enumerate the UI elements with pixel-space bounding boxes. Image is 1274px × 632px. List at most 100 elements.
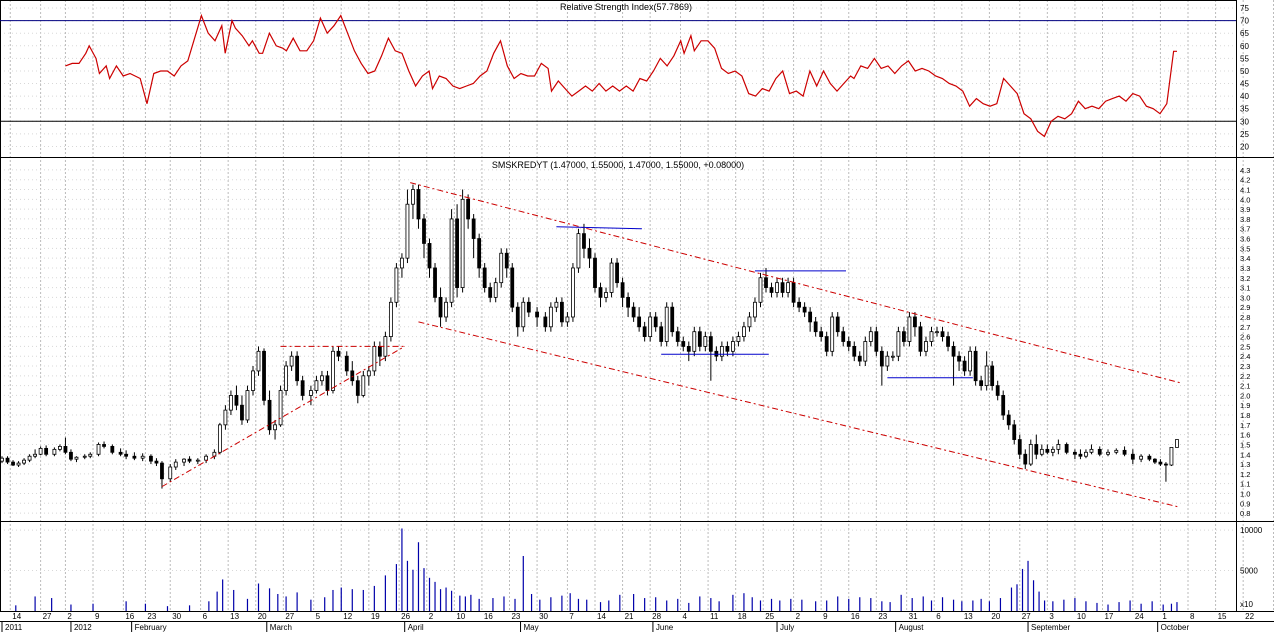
price-tick-label: 3.4	[1240, 254, 1250, 263]
candle	[697, 326, 702, 352]
candle-body-up	[331, 350, 335, 391]
price-tick-label: 1.8	[1240, 411, 1250, 420]
period-label: May	[524, 623, 539, 632]
candle	[289, 351, 294, 371]
rsi-tick-label: 30	[1240, 117, 1249, 126]
candle	[366, 366, 371, 386]
candle-body-up	[924, 341, 928, 352]
candle-body-up	[968, 350, 973, 372]
x-tick-label: 28	[652, 612, 661, 621]
x-tick-label: 31	[909, 612, 918, 621]
price-tick-label: 2.4	[1240, 352, 1250, 361]
x-tick-label: 3	[1049, 612, 1054, 621]
candle	[88, 452, 93, 459]
trend-line	[161, 345, 405, 488]
candle	[132, 452, 137, 461]
candle	[217, 422, 222, 455]
candle-body-up	[521, 301, 526, 328]
candle	[251, 366, 255, 396]
candle	[1139, 454, 1144, 463]
candle	[968, 346, 973, 376]
candle-body-down	[510, 267, 515, 308]
candle-body-up	[251, 370, 255, 391]
candle	[664, 302, 669, 347]
candle-body-up	[1028, 444, 1033, 465]
x-tick-label: 13	[230, 612, 239, 621]
candle	[22, 458, 26, 466]
price-tick-label: 2.2	[1240, 372, 1250, 381]
x-tick-label: 23	[511, 612, 520, 621]
candle-body-up	[229, 395, 233, 411]
candle-body-up	[284, 365, 288, 391]
candle	[320, 370, 324, 386]
candle	[1039, 444, 1044, 457]
price-tick-label: 2.3	[1240, 362, 1250, 371]
candle	[857, 351, 862, 367]
candle-body-down	[482, 267, 487, 288]
candle	[637, 307, 642, 332]
rsi-tick-label: 65	[1240, 29, 1249, 38]
candle	[819, 326, 824, 342]
candle	[753, 297, 757, 322]
candle-body-down	[593, 257, 597, 288]
candle	[1034, 434, 1039, 460]
candle	[587, 238, 592, 268]
candle-body-down	[725, 346, 730, 352]
rsi-tick-label: 35	[1240, 105, 1249, 114]
candle-body-up	[1050, 448, 1055, 453]
candle	[173, 459, 178, 470]
candle	[336, 346, 341, 362]
candle-body-up	[16, 462, 21, 466]
candle-body-up	[82, 455, 87, 458]
candle-body-down	[802, 306, 807, 313]
period-label: April	[408, 623, 424, 632]
candle	[846, 336, 851, 352]
candle-body-down	[44, 447, 49, 455]
rsi-tick-label: 20	[1240, 142, 1249, 151]
candle	[907, 312, 912, 347]
rsi-title: Relative Strength Index(57.7869)	[560, 2, 692, 12]
candle-body-up	[223, 409, 228, 426]
candle-body-down	[670, 306, 675, 333]
candle-body-down	[477, 238, 482, 269]
x-tick-label: 10	[456, 612, 465, 621]
candle	[350, 361, 355, 386]
volume-multiplier-label: x10	[1240, 600, 1253, 609]
candle	[946, 331, 950, 352]
candle-body-up	[195, 459, 200, 462]
price-tick-label: 3.8	[1240, 215, 1250, 224]
candle-body-down	[1034, 444, 1039, 455]
candle	[267, 390, 272, 435]
candle	[598, 282, 603, 308]
candle	[52, 447, 57, 457]
candle	[110, 444, 115, 455]
candle	[355, 375, 360, 404]
candle	[102, 441, 106, 449]
price-tick-label: 2.1	[1240, 382, 1250, 391]
candle	[1106, 449, 1110, 457]
candle	[377, 341, 382, 367]
candle-body-up	[576, 233, 581, 269]
candle-body-up	[289, 355, 294, 367]
candle-body-down	[913, 316, 917, 328]
x-tick-label: 6	[936, 612, 941, 621]
candle	[278, 385, 283, 427]
x-tick-label: 19	[371, 612, 380, 621]
candle	[1130, 449, 1135, 465]
candle-body-down	[946, 336, 950, 347]
candle-body-down	[979, 380, 984, 387]
candle-body-down	[416, 189, 421, 220]
candle	[0, 456, 4, 464]
rsi-tick-label: 45	[1240, 80, 1249, 89]
candle-body-down	[1164, 463, 1168, 466]
candle-body-down	[852, 346, 857, 357]
candle	[830, 312, 835, 357]
candle	[1012, 419, 1017, 445]
candle	[935, 326, 939, 337]
x-tick-label: 23	[147, 612, 156, 621]
candle	[929, 326, 934, 347]
x-tick-label: 5	[316, 612, 321, 621]
candle	[5, 456, 10, 465]
candle	[460, 189, 465, 293]
